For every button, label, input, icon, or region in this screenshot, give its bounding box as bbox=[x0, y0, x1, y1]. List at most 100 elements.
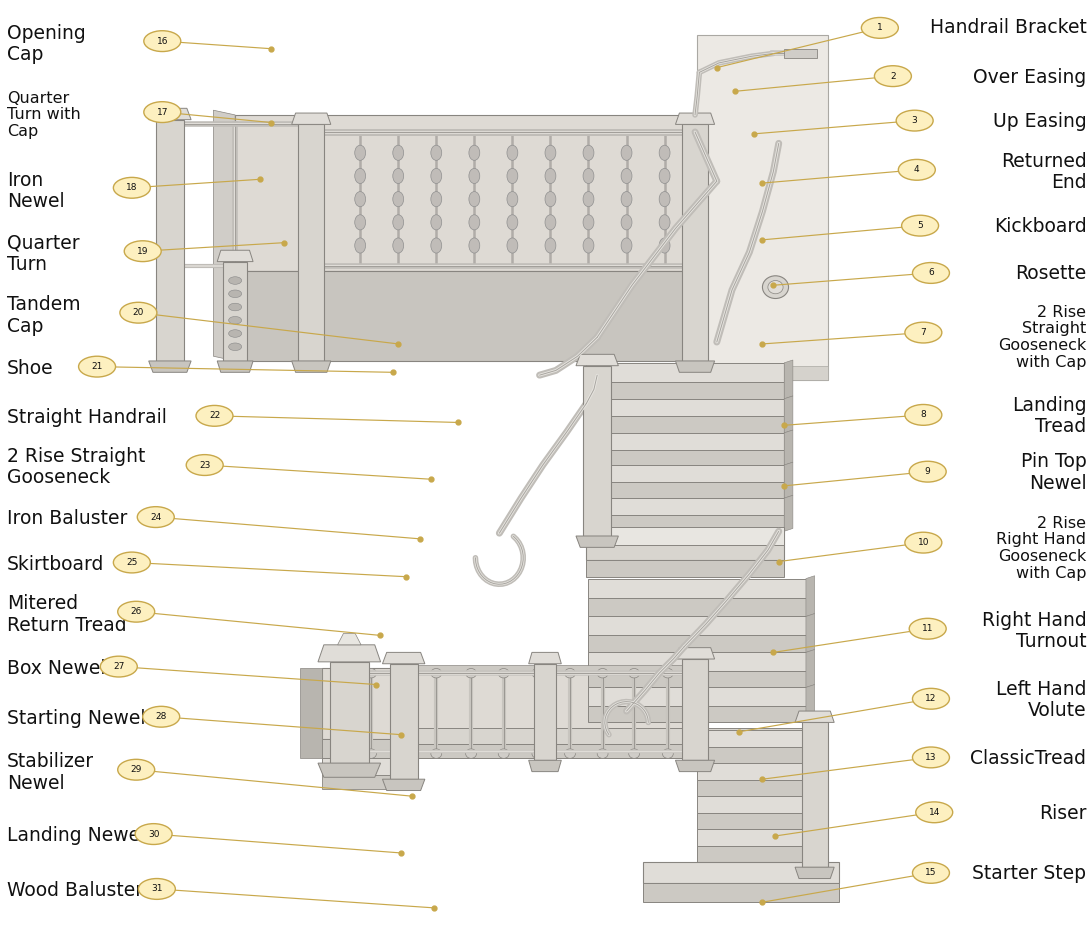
Ellipse shape bbox=[137, 507, 174, 528]
Ellipse shape bbox=[896, 110, 933, 131]
Circle shape bbox=[629, 668, 640, 678]
Text: Starting Newel: Starting Newel bbox=[7, 709, 145, 728]
Ellipse shape bbox=[196, 405, 233, 426]
Text: 3: 3 bbox=[911, 116, 918, 125]
Circle shape bbox=[532, 749, 543, 758]
Text: Returned
End: Returned End bbox=[1001, 152, 1087, 192]
Text: ClassicTread: ClassicTread bbox=[970, 749, 1087, 768]
Polygon shape bbox=[398, 665, 695, 673]
Ellipse shape bbox=[229, 290, 242, 298]
Circle shape bbox=[431, 749, 441, 758]
Text: Over Easing: Over Easing bbox=[973, 67, 1087, 86]
Polygon shape bbox=[589, 598, 806, 617]
Polygon shape bbox=[235, 115, 698, 271]
Polygon shape bbox=[217, 251, 253, 262]
Polygon shape bbox=[784, 462, 792, 498]
Text: Mitered
Return Tread: Mitered Return Tread bbox=[7, 594, 126, 635]
Ellipse shape bbox=[118, 602, 155, 623]
Text: Landing
Tread: Landing Tread bbox=[1012, 396, 1087, 436]
Polygon shape bbox=[586, 560, 784, 577]
Polygon shape bbox=[383, 779, 425, 791]
Ellipse shape bbox=[583, 168, 594, 183]
Text: 20: 20 bbox=[133, 308, 144, 317]
Circle shape bbox=[597, 749, 608, 758]
Polygon shape bbox=[586, 433, 784, 450]
Text: 28: 28 bbox=[156, 713, 167, 721]
Ellipse shape bbox=[431, 168, 441, 183]
Text: 5: 5 bbox=[917, 221, 923, 231]
Ellipse shape bbox=[507, 238, 518, 253]
Circle shape bbox=[498, 749, 509, 758]
Ellipse shape bbox=[431, 145, 441, 160]
Ellipse shape bbox=[912, 747, 949, 768]
Polygon shape bbox=[806, 614, 814, 652]
Text: 9: 9 bbox=[924, 467, 931, 476]
Polygon shape bbox=[676, 647, 715, 659]
Polygon shape bbox=[330, 661, 368, 763]
Ellipse shape bbox=[118, 759, 155, 780]
Ellipse shape bbox=[621, 238, 632, 253]
Ellipse shape bbox=[507, 168, 518, 183]
Ellipse shape bbox=[431, 192, 441, 207]
Text: Handrail Bracket: Handrail Bracket bbox=[930, 18, 1087, 37]
Ellipse shape bbox=[905, 532, 942, 553]
Text: Box Newel: Box Newel bbox=[7, 659, 106, 678]
Polygon shape bbox=[589, 706, 806, 722]
Text: 2 Rise
Right Hand
Gooseneck
with Cap: 2 Rise Right Hand Gooseneck with Cap bbox=[996, 515, 1087, 581]
Ellipse shape bbox=[469, 145, 480, 160]
Ellipse shape bbox=[120, 303, 157, 323]
Text: Up Easing: Up Easing bbox=[993, 112, 1087, 131]
Text: 21: 21 bbox=[92, 363, 102, 371]
Ellipse shape bbox=[912, 688, 949, 709]
Circle shape bbox=[398, 668, 409, 678]
Text: Iron
Newel: Iron Newel bbox=[7, 171, 64, 211]
Text: Rosette: Rosette bbox=[1015, 265, 1087, 284]
Ellipse shape bbox=[861, 17, 898, 38]
Text: 31: 31 bbox=[152, 884, 162, 893]
Text: 26: 26 bbox=[131, 607, 142, 616]
Polygon shape bbox=[323, 758, 414, 775]
Ellipse shape bbox=[124, 241, 161, 262]
Polygon shape bbox=[698, 365, 827, 380]
Polygon shape bbox=[589, 687, 806, 706]
Text: 25: 25 bbox=[126, 558, 137, 567]
Polygon shape bbox=[586, 531, 784, 560]
Ellipse shape bbox=[912, 863, 949, 884]
Polygon shape bbox=[784, 495, 792, 531]
Polygon shape bbox=[816, 760, 825, 796]
Text: Riser: Riser bbox=[1039, 804, 1087, 823]
Polygon shape bbox=[383, 652, 425, 663]
Polygon shape bbox=[698, 763, 816, 780]
Ellipse shape bbox=[113, 177, 150, 198]
Ellipse shape bbox=[583, 238, 594, 253]
Circle shape bbox=[498, 668, 509, 678]
Text: Stabilizer
Newel: Stabilizer Newel bbox=[7, 753, 94, 792]
Text: Pin Top
Newel: Pin Top Newel bbox=[1020, 453, 1087, 493]
Circle shape bbox=[365, 749, 376, 758]
Text: 10: 10 bbox=[918, 538, 929, 548]
Ellipse shape bbox=[898, 159, 935, 180]
Polygon shape bbox=[676, 113, 715, 124]
Polygon shape bbox=[698, 813, 816, 829]
Polygon shape bbox=[323, 775, 414, 789]
Text: 14: 14 bbox=[929, 808, 940, 817]
Text: Wood Baluster: Wood Baluster bbox=[7, 882, 143, 901]
Text: Kickboard: Kickboard bbox=[994, 217, 1087, 236]
Polygon shape bbox=[586, 450, 784, 465]
Polygon shape bbox=[784, 430, 792, 465]
Ellipse shape bbox=[659, 145, 670, 160]
Circle shape bbox=[398, 749, 409, 758]
Ellipse shape bbox=[392, 214, 403, 230]
Polygon shape bbox=[589, 652, 806, 671]
Polygon shape bbox=[214, 110, 235, 361]
Ellipse shape bbox=[431, 214, 441, 230]
Polygon shape bbox=[643, 863, 838, 884]
Polygon shape bbox=[816, 793, 825, 829]
Ellipse shape bbox=[621, 145, 632, 160]
Text: 11: 11 bbox=[922, 624, 933, 633]
Ellipse shape bbox=[621, 214, 632, 230]
Polygon shape bbox=[586, 465, 784, 482]
Text: Opening
Cap: Opening Cap bbox=[7, 24, 86, 65]
Text: 29: 29 bbox=[131, 765, 142, 774]
Ellipse shape bbox=[354, 214, 365, 230]
